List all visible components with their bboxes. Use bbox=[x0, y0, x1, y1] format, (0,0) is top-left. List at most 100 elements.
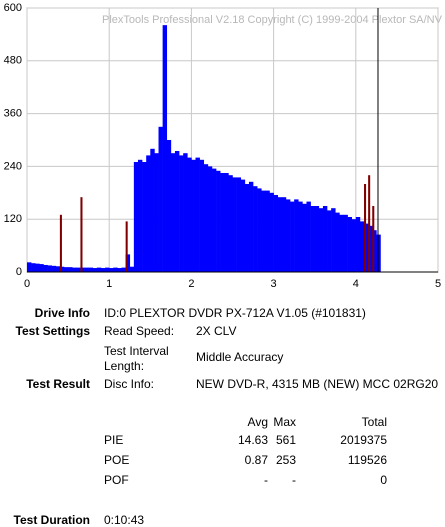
bar bbox=[59, 214, 62, 272]
bar bbox=[306, 201, 311, 272]
value: 0:10:43 bbox=[104, 513, 145, 527]
bar bbox=[76, 267, 81, 272]
bar bbox=[318, 208, 324, 272]
label: Test Duration bbox=[13, 513, 90, 527]
x-tick-label: 1 bbox=[106, 278, 112, 290]
bar bbox=[355, 217, 361, 272]
chart-title: PlexTools Professional V2.18 Copyright (… bbox=[102, 14, 443, 26]
value: NEW DVD-R, 4315 MB (NEW) MCC 02RG20 bbox=[196, 377, 439, 391]
y-tick-label: 0 bbox=[16, 266, 22, 278]
cell: 0 bbox=[380, 473, 387, 487]
bar bbox=[302, 203, 307, 272]
bar bbox=[285, 199, 291, 272]
bar bbox=[125, 254, 131, 272]
bar bbox=[199, 159, 205, 272]
bar bbox=[142, 162, 147, 272]
bar bbox=[137, 159, 143, 272]
bar bbox=[96, 267, 102, 272]
cell: - bbox=[264, 473, 268, 487]
bar bbox=[133, 162, 139, 272]
bar bbox=[347, 217, 352, 272]
x-tick-label: 0 bbox=[24, 278, 30, 290]
key: Read Speed: bbox=[104, 324, 175, 338]
row-label: POE bbox=[104, 453, 130, 467]
bar bbox=[43, 264, 48, 272]
bar bbox=[376, 234, 381, 272]
row-label: PIE bbox=[104, 433, 124, 447]
bar bbox=[195, 157, 200, 272]
bar bbox=[343, 214, 348, 272]
bar bbox=[228, 175, 233, 272]
bar bbox=[240, 179, 246, 272]
cell: 561 bbox=[275, 433, 296, 447]
bar bbox=[47, 265, 52, 272]
bar bbox=[80, 197, 83, 272]
bar bbox=[191, 159, 196, 272]
bar bbox=[314, 206, 320, 272]
value: ID:0 PLEXTOR DVDR PX-712A V1.05 (#101831… bbox=[104, 306, 366, 320]
bar bbox=[290, 201, 295, 272]
x-tick-label: 4 bbox=[353, 278, 359, 290]
bar bbox=[105, 267, 110, 272]
bar bbox=[125, 221, 128, 272]
bar bbox=[273, 195, 279, 272]
bar bbox=[368, 225, 373, 272]
y-tick-label: 600 bbox=[4, 2, 22, 14]
bar bbox=[298, 201, 303, 272]
key: Disc Info: bbox=[104, 377, 155, 391]
bar bbox=[372, 206, 375, 272]
bar bbox=[203, 164, 209, 272]
column-header: Avg bbox=[247, 415, 268, 429]
bar bbox=[183, 153, 188, 272]
bar bbox=[269, 192, 274, 272]
bar bbox=[63, 267, 69, 272]
label: Drive Info bbox=[34, 306, 90, 320]
bar bbox=[109, 268, 114, 272]
bar bbox=[166, 140, 172, 272]
bar bbox=[281, 197, 287, 272]
bar bbox=[372, 230, 377, 272]
cell: 253 bbox=[275, 453, 296, 467]
y-tick-label: 480 bbox=[4, 55, 22, 67]
key: Test Interval Length: bbox=[104, 344, 169, 373]
label: Test Result bbox=[26, 377, 90, 391]
bar bbox=[364, 184, 367, 272]
column-header: Max bbox=[273, 415, 296, 429]
bar bbox=[220, 173, 225, 272]
bar bbox=[207, 166, 213, 272]
bar bbox=[121, 267, 126, 272]
bar bbox=[113, 267, 118, 272]
bar bbox=[35, 263, 40, 272]
bar bbox=[59, 266, 65, 272]
value: Middle Accuracy bbox=[196, 350, 284, 364]
bar bbox=[80, 267, 85, 272]
bar bbox=[179, 155, 184, 272]
y-tick-label: 360 bbox=[4, 108, 22, 120]
bar bbox=[84, 267, 89, 272]
label: Test Settings bbox=[15, 324, 90, 338]
bar bbox=[216, 170, 221, 272]
bar bbox=[174, 151, 180, 272]
bar bbox=[88, 267, 94, 272]
cell: 0.87 bbox=[244, 453, 268, 467]
bar bbox=[27, 262, 32, 272]
x-tick-label: 5 bbox=[435, 278, 441, 290]
bar bbox=[55, 266, 61, 272]
bar bbox=[224, 173, 229, 272]
y-tick-label: 120 bbox=[4, 213, 22, 225]
bar bbox=[265, 190, 270, 272]
x-tick-label: 2 bbox=[188, 278, 194, 290]
bar bbox=[364, 223, 369, 272]
bar bbox=[51, 265, 57, 272]
bar bbox=[277, 197, 283, 272]
cell: 2019375 bbox=[340, 433, 387, 447]
bar bbox=[92, 268, 98, 272]
bar bbox=[248, 181, 254, 272]
chart: PlexTools Professional V2.18 Copyright (… bbox=[4, 2, 443, 290]
bar bbox=[253, 186, 258, 272]
y-tick-label: 240 bbox=[4, 160, 22, 172]
bar bbox=[244, 184, 250, 272]
bar bbox=[129, 266, 135, 272]
bar bbox=[31, 263, 36, 272]
bar bbox=[351, 219, 357, 272]
